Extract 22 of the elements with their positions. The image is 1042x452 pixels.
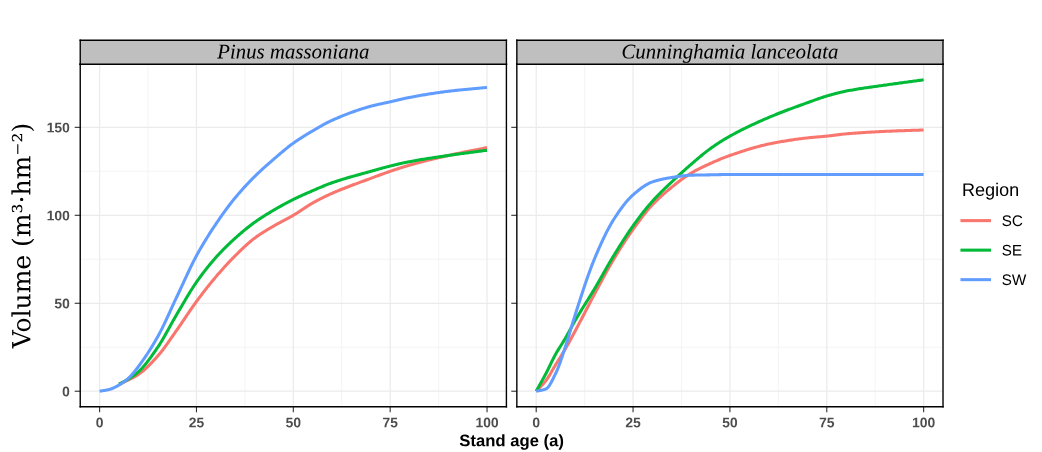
x-tick-label: 100 [912, 417, 935, 428]
x-tick-label: 100 [476, 417, 499, 428]
y-axis-title: Volume (m³·hm⁻²) [11, 124, 35, 349]
x-axis-title: Stand age (a) [459, 434, 564, 450]
legend-label: SW [1002, 274, 1027, 286]
chart-title: Pinus massoniana [217, 44, 369, 59]
x-tick-label: 50 [286, 417, 301, 428]
x-tick-label: 50 [722, 417, 738, 428]
y-tick-label: 0 [62, 386, 70, 397]
y-tick-label: 150 [47, 122, 70, 133]
x-tick-label: 0 [96, 417, 103, 428]
legend-label: SE [1002, 244, 1022, 256]
y-tick-label: 50 [54, 298, 70, 309]
x-tick-label: 75 [819, 417, 835, 428]
chart-title: Cunninghamia lanceolata [622, 43, 838, 63]
x-tick-label: 25 [189, 417, 204, 428]
legend-label: SC [1002, 215, 1023, 227]
x-tick-label: 75 [383, 417, 398, 428]
y-tick-label: 100 [47, 210, 70, 221]
legend-title: Region [963, 182, 1019, 200]
x-tick-label: 25 [625, 417, 641, 428]
x-tick-label: 0 [532, 417, 540, 428]
